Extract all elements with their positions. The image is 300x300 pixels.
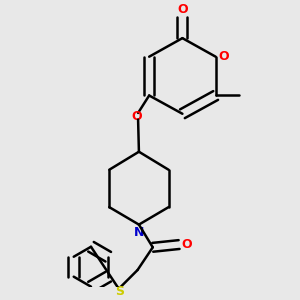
- Text: O: O: [177, 2, 188, 16]
- Text: O: O: [219, 50, 229, 63]
- Text: O: O: [182, 238, 192, 251]
- Text: N: N: [134, 226, 144, 239]
- Text: O: O: [131, 110, 142, 123]
- Text: S: S: [115, 285, 124, 298]
